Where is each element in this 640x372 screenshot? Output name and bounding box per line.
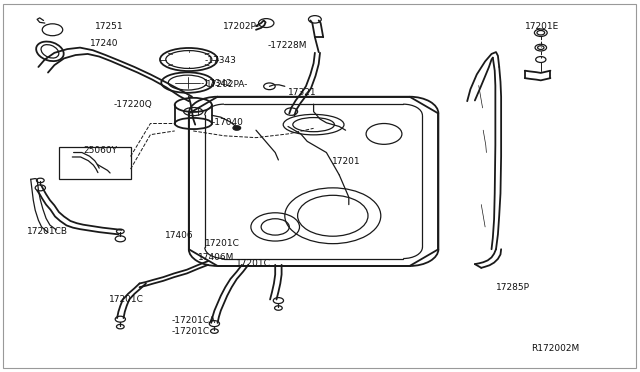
Text: 17202PA-: 17202PA- [206,80,248,89]
Text: -17040: -17040 [211,118,243,126]
Text: R172002M: R172002M [531,344,579,353]
Text: 17201C: 17201C [109,295,143,304]
Text: 17201E: 17201E [525,22,559,31]
Text: 17406: 17406 [165,231,194,240]
Text: 17201: 17201 [332,157,360,166]
Text: 17406M: 17406M [198,253,235,262]
Text: -17201CA: -17201CA [172,316,216,325]
Circle shape [233,126,241,130]
Text: 17240: 17240 [90,39,118,48]
Circle shape [116,229,124,234]
Text: 17202P-: 17202P- [223,22,260,31]
Bar [59,147,131,179]
Text: -17201C: -17201C [172,327,210,336]
Text: 17201CB: 17201CB [27,227,68,236]
Text: 17321: 17321 [288,88,317,97]
Text: 17201C: 17201C [205,239,239,248]
Circle shape [308,16,321,23]
Text: 17251: 17251 [95,22,124,31]
Text: 17201C: 17201C [236,259,270,268]
Circle shape [36,178,44,183]
Circle shape [275,306,282,310]
Text: -17220Q: -17220Q [114,100,153,109]
Text: 25060Y: 25060Y [83,146,117,155]
Text: -17343: -17343 [205,56,237,65]
Circle shape [116,324,124,329]
Text: 17285P: 17285P [496,283,530,292]
Text: -17342: -17342 [200,79,232,88]
Text: -17228M: -17228M [268,41,307,50]
Circle shape [211,329,218,333]
